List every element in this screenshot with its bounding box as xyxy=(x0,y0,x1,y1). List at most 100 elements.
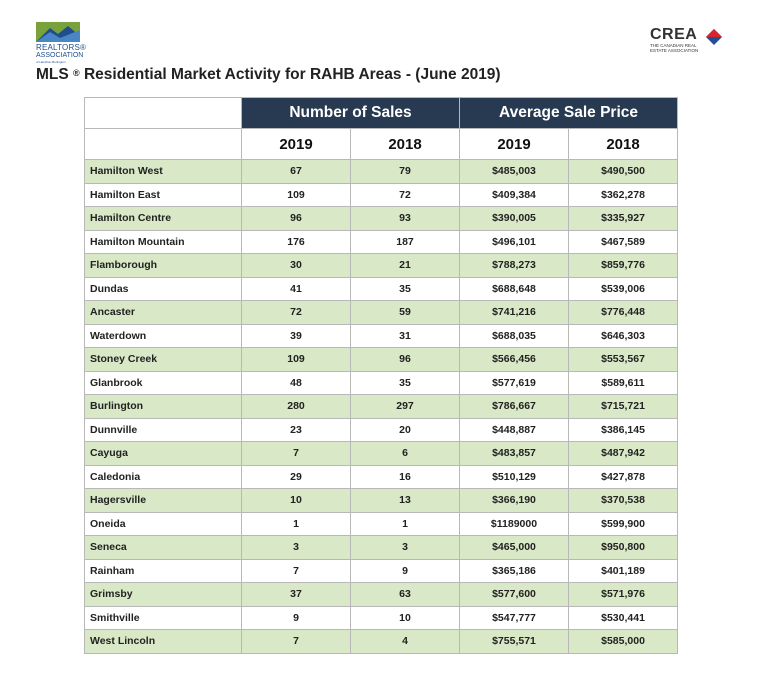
sales-2019-cell: 37 xyxy=(241,582,351,607)
price-2019-cell: $366,190 xyxy=(459,488,569,513)
price-2019-cell: $390,005 xyxy=(459,206,569,231)
price-2019-cell: $688,035 xyxy=(459,323,569,348)
price-2018-cell: $553,567 xyxy=(567,347,679,372)
price-2018-cell: $386,145 xyxy=(567,417,679,442)
price-2019-cell: $510,129 xyxy=(459,464,569,489)
price-2018-header: 2018 xyxy=(567,128,679,160)
area-cell: Grimsby xyxy=(84,582,242,607)
sales-2018-header: 2018 xyxy=(350,128,460,160)
sales-2018-cell: 79 xyxy=(350,159,460,184)
association-logo-text: ASSOCIATION xyxy=(36,52,84,59)
price-2018-cell: $490,500 xyxy=(567,159,679,184)
sales-2019-cell: 67 xyxy=(241,159,351,184)
table-row: Flamborough 30 21 $788,273 $859,776 xyxy=(84,253,679,278)
table-row: Glanbrook 48 35 $577,619 $589,611 xyxy=(84,370,679,395)
area-cell: Dunnville xyxy=(84,417,242,442)
price-2018-cell: $401,189 xyxy=(567,558,679,583)
table-row: Seneca 3 3 $465,000 $950,800 xyxy=(84,535,679,560)
title-text: Residential Market Activity for RAHB Are… xyxy=(79,66,501,83)
sales-2019-cell: 3 xyxy=(241,535,351,560)
sales-2018-cell: 63 xyxy=(350,582,460,607)
price-2019-cell: $448,887 xyxy=(459,417,569,442)
price-2018-cell: $530,441 xyxy=(567,605,679,630)
price-2018-cell: $715,721 xyxy=(567,394,679,419)
price-2018-cell: $427,878 xyxy=(567,464,679,489)
table-row: Cayuga 7 6 $483,857 $487,942 xyxy=(84,441,679,466)
price-2019-cell: $483,857 xyxy=(459,441,569,466)
table-row: Grimsby 37 63 $577,600 $571,976 xyxy=(84,582,679,607)
sales-2019-cell: 176 xyxy=(241,229,351,254)
sales-2019-cell: 96 xyxy=(241,206,351,231)
sales-2019-cell: 29 xyxy=(241,464,351,489)
sales-2018-cell: 187 xyxy=(350,229,460,254)
realtors-association-logo: REALTORS® ASSOCIATION of Hamilton-Burlin… xyxy=(36,22,96,66)
registered-mark: ® xyxy=(73,68,80,78)
table-row: Burlington 280 297 $786,667 $715,721 xyxy=(84,394,679,419)
realtors-logo-mark-icon xyxy=(36,22,80,42)
sales-2019-cell: 109 xyxy=(241,182,351,207)
price-2019-cell: $786,667 xyxy=(459,394,569,419)
table-row: Dundas 41 35 $688,648 $539,006 xyxy=(84,276,679,301)
sales-2019-cell: 41 xyxy=(241,276,351,301)
sales-2018-cell: 1 xyxy=(350,511,460,536)
header-blank-cell xyxy=(84,128,242,160)
sales-2019-cell: 1 xyxy=(241,511,351,536)
sales-2019-header: 2019 xyxy=(241,128,351,160)
sales-2018-cell: 16 xyxy=(350,464,460,489)
page-title: MLS ® Residential Market Activity for RA… xyxy=(36,66,501,84)
price-2019-cell: $741,216 xyxy=(459,300,569,325)
price-2019-cell: $577,619 xyxy=(459,370,569,395)
sales-2018-cell: 3 xyxy=(350,535,460,560)
price-2019-cell: $788,273 xyxy=(459,253,569,278)
sales-2018-cell: 59 xyxy=(350,300,460,325)
market-activity-table: Number of Sales Average Sale Price 2019 … xyxy=(84,97,679,654)
area-cell: Ancaster xyxy=(84,300,242,325)
price-2018-cell: $362,278 xyxy=(567,182,679,207)
price-2018-cell: $539,006 xyxy=(567,276,679,301)
sales-2019-cell: 7 xyxy=(241,629,351,654)
price-2019-cell: $465,000 xyxy=(459,535,569,560)
sales-2018-cell: 4 xyxy=(350,629,460,654)
crea-logo-text: CREA xyxy=(650,26,698,43)
area-cell: Waterdown xyxy=(84,323,242,348)
crea-logo-subtext: THE CANADIAN REAL ESTATE ASSOCIATION xyxy=(650,43,699,53)
association-logo-subtext: of Hamilton-Burlington xyxy=(36,60,66,64)
crea-logo: CREA THE CANADIAN REAL ESTATE ASSOCIATIO… xyxy=(650,27,730,63)
sales-2018-cell: 13 xyxy=(350,488,460,513)
table-row: Stoney Creek 109 96 $566,456 $553,567 xyxy=(84,347,679,372)
price-2019-cell: $577,600 xyxy=(459,582,569,607)
table-row: Smithville 9 10 $547,777 $530,441 xyxy=(84,605,679,630)
sales-2018-cell: 72 xyxy=(350,182,460,207)
price-2019-cell: $485,003 xyxy=(459,159,569,184)
area-cell: Hagersville xyxy=(84,488,242,513)
sales-2018-cell: 6 xyxy=(350,441,460,466)
price-2018-cell: $487,942 xyxy=(567,441,679,466)
area-cell: Caledonia xyxy=(84,464,242,489)
area-cell: Hamilton East xyxy=(84,182,242,207)
sales-2019-cell: 30 xyxy=(241,253,351,278)
year-header-row: 2019 2018 2019 2018 xyxy=(84,128,679,160)
average-sale-price-header: Average Sale Price xyxy=(458,97,679,129)
area-cell: Hamilton West xyxy=(84,159,242,184)
sales-2019-cell: 48 xyxy=(241,370,351,395)
sales-2018-cell: 96 xyxy=(350,347,460,372)
area-cell: Flamborough xyxy=(84,253,242,278)
price-2019-cell: $409,384 xyxy=(459,182,569,207)
sales-2019-cell: 280 xyxy=(241,394,351,419)
price-2019-cell: $547,777 xyxy=(459,605,569,630)
sales-2018-cell: 297 xyxy=(350,394,460,419)
group-header-row: Number of Sales Average Sale Price xyxy=(84,97,679,129)
table-row: Hamilton Mountain 176 187 $496,101 $467,589 xyxy=(84,229,679,254)
price-2019-cell: $1189000 xyxy=(459,511,569,536)
area-cell: Hamilton Centre xyxy=(84,206,242,231)
sales-2019-cell: 10 xyxy=(241,488,351,513)
sales-2019-cell: 39 xyxy=(241,323,351,348)
area-cell: Seneca xyxy=(84,535,242,560)
price-2018-cell: $585,000 xyxy=(567,629,679,654)
area-cell: Smithville xyxy=(84,605,242,630)
sales-2019-cell: 109 xyxy=(241,347,351,372)
sales-2018-cell: 21 xyxy=(350,253,460,278)
area-cell: Burlington xyxy=(84,394,242,419)
sales-2018-cell: 35 xyxy=(350,370,460,395)
area-cell: Rainham xyxy=(84,558,242,583)
